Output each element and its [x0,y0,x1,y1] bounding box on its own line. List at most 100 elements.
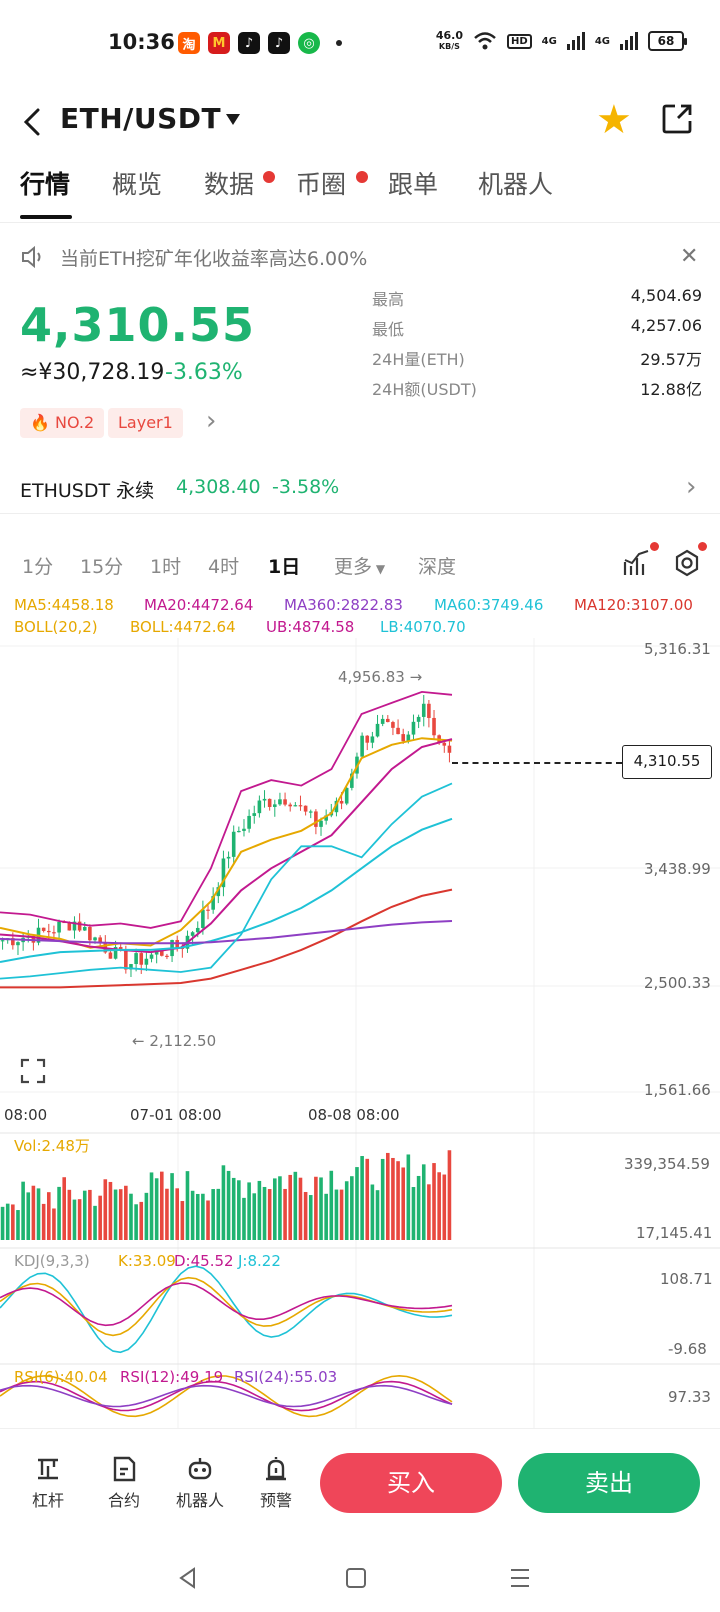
tags-chevron-icon[interactable]: › [206,406,217,436]
perpetual-chevron-icon[interactable]: › [686,472,697,502]
buy-button[interactable]: 买入 [320,1453,502,1513]
volume-bar [149,1172,154,1240]
taobao-icon: 淘 [178,32,200,54]
price-cny: ≈¥30,728.19 [20,360,165,385]
volume-bar [406,1154,411,1240]
system-menu-icon[interactable] [508,1566,532,1590]
more-notifications-icon [336,40,342,46]
candle-body [314,811,318,827]
high-annotation: 4,956.83 → [338,668,423,686]
close-icon[interactable]: ✕ [680,244,699,269]
volume-bar [62,1177,67,1240]
interval-4h[interactable]: 4时 [208,556,240,578]
interval-more[interactable]: 更多 ▼ [334,552,385,579]
kline-chart[interactable] [0,618,720,1428]
candle-body [396,727,400,735]
candle-body [411,721,416,735]
tab-data[interactable]: 数据 [204,170,255,199]
rank-tag[interactable]: 🔥 NO.2 [20,408,105,438]
candle-body [124,950,128,970]
nav-leverage-label: 杠杆 [31,1491,64,1510]
volume-bar [314,1176,318,1240]
candle-body [380,718,385,724]
back-icon[interactable] [16,104,52,140]
tab-overview[interactable]: 概览 [112,170,163,199]
volume-bar [31,1185,36,1240]
volume-bar [190,1190,195,1240]
candle-body [165,955,169,957]
nav-contract[interactable]: 合约 [94,1455,154,1511]
hd-badge: HD [506,33,532,49]
kdj-d-line [0,1282,453,1327]
candle-body [442,742,447,746]
interval-1h[interactable]: 1时 [150,556,182,578]
interval-15m[interactable]: 15分 [80,556,124,578]
volume-bar [134,1204,138,1240]
nav-alert-label: 预警 [259,1491,292,1510]
volume-bar [41,1203,46,1240]
volume-bar [36,1188,41,1240]
candle-body [385,718,390,723]
rank-tag-label: NO.2 [55,413,95,432]
candle-body [427,703,431,718]
candle-body [272,804,277,807]
candle-body [77,921,82,931]
nav-alert[interactable]: 预警 [246,1455,306,1511]
notice-text[interactable]: 当前ETH挖矿年化收益率高达6.00% [60,248,368,270]
tiktok-icon: ♪ [268,32,290,54]
volume-bar [185,1171,190,1240]
volume-bar [118,1189,123,1240]
candle-body [93,937,97,941]
tab-market[interactable]: 行情 [20,170,71,199]
candle-body [190,932,195,936]
notice-banner[interactable]: 当前ETH挖矿年化收益率高达6.00% ✕ [0,238,720,278]
volume-bar [72,1199,77,1240]
settings-icon[interactable] [672,548,702,578]
volume-bar [129,1193,133,1240]
kdj-k-label: K:33.09 [118,1252,176,1270]
pair-dropdown-icon[interactable] [226,114,240,125]
nav-bot[interactable]: 机器人 [170,1455,230,1511]
candle-body [216,887,221,897]
interval-1d[interactable]: 1日 [268,556,301,578]
candle-body [303,805,308,812]
volume-bar [113,1189,118,1240]
pair-title[interactable]: ETH/USDT [60,102,222,135]
candle-body [195,927,200,933]
ma120-label: MA120:3107.00 [574,596,693,614]
candle-body [350,773,354,788]
interval-1m[interactable]: 1分 [22,556,54,578]
volume-bar [329,1170,334,1240]
sector-tag[interactable]: Layer1 [108,408,183,438]
price-axis-mid: 3,438.99 [644,860,711,878]
fullscreen-icon[interactable] [20,1058,46,1084]
favorite-star-icon[interactable]: ★ [596,97,632,143]
rsi12-line [0,1380,453,1412]
indicator-icon[interactable] [622,548,652,578]
volume-bar [195,1193,200,1240]
interval-depth[interactable]: 深度 [418,556,457,578]
sell-button[interactable]: 卖出 [518,1453,700,1513]
indicator-dot [650,542,659,551]
price-axis-top: 5,316.31 [644,640,711,658]
volume-bar [293,1171,298,1240]
perpetual-row[interactable]: ETHUSDT 永续 4,308.40 -3.58% › [0,470,720,514]
volume-bar [221,1165,226,1240]
tab-bot[interactable]: 机器人 [478,170,554,199]
candle-body [262,798,267,801]
share-icon[interactable] [660,102,694,136]
tab-copy-trade[interactable]: 跟单 [388,170,439,199]
stat-row: 最低 4,257.06 [372,316,702,346]
price-axis-low: 2,500.33 [644,974,711,992]
candle-body [0,940,5,942]
system-back-icon[interactable] [176,1566,200,1590]
stats-panel: 最高 4,504.69 最低 4,257.06 24H量(ETH) 29.57万… [372,286,702,406]
system-home-icon[interactable] [344,1566,368,1590]
candle-body [16,942,20,946]
volume-bar [98,1195,102,1240]
nav-leverage[interactable]: 杠杆 [18,1455,78,1511]
tab-community[interactable]: 币圈 [296,170,347,199]
perpetual-name: ETHUSDT 永续 [20,480,155,502]
ma60-line [0,817,453,963]
ma360-line [0,920,453,945]
